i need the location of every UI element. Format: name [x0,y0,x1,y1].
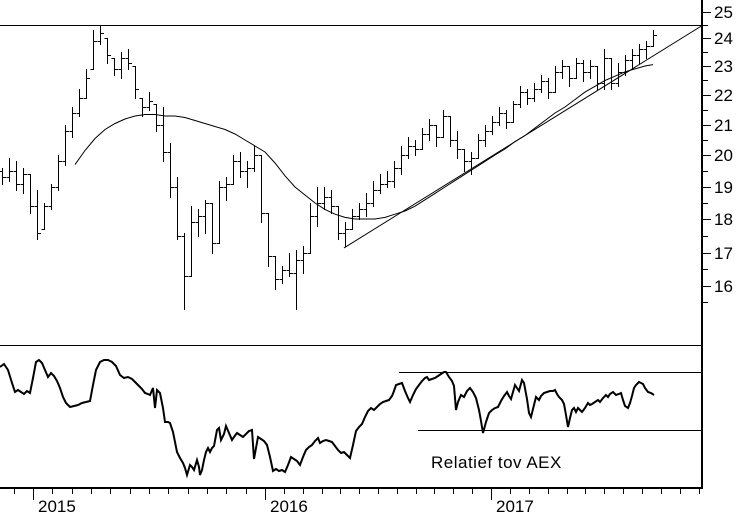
relative-panel-label: Relatief tov AEX [431,453,562,472]
y-axis-label: 19 [714,178,733,197]
moving-average-line [74,64,654,220]
x-axis-year-label: 2015 [38,497,76,516]
y-axis-label: 22 [714,86,733,105]
y-axis-label: 18 [714,210,733,229]
y-axis-label: 24 [714,29,733,48]
y-axis-label: 25 [714,3,733,22]
x-axis-year-label: 2016 [270,497,308,516]
relative-strength-line [0,358,655,479]
y-axis-label: 23 [714,57,733,76]
x-axis-year-label: 2017 [496,497,534,516]
y-axis-label: 20 [714,146,733,165]
y-axis-label: 17 [714,244,733,263]
y-axis-label: 16 [714,277,733,296]
y-axis-label: 21 [714,116,733,135]
